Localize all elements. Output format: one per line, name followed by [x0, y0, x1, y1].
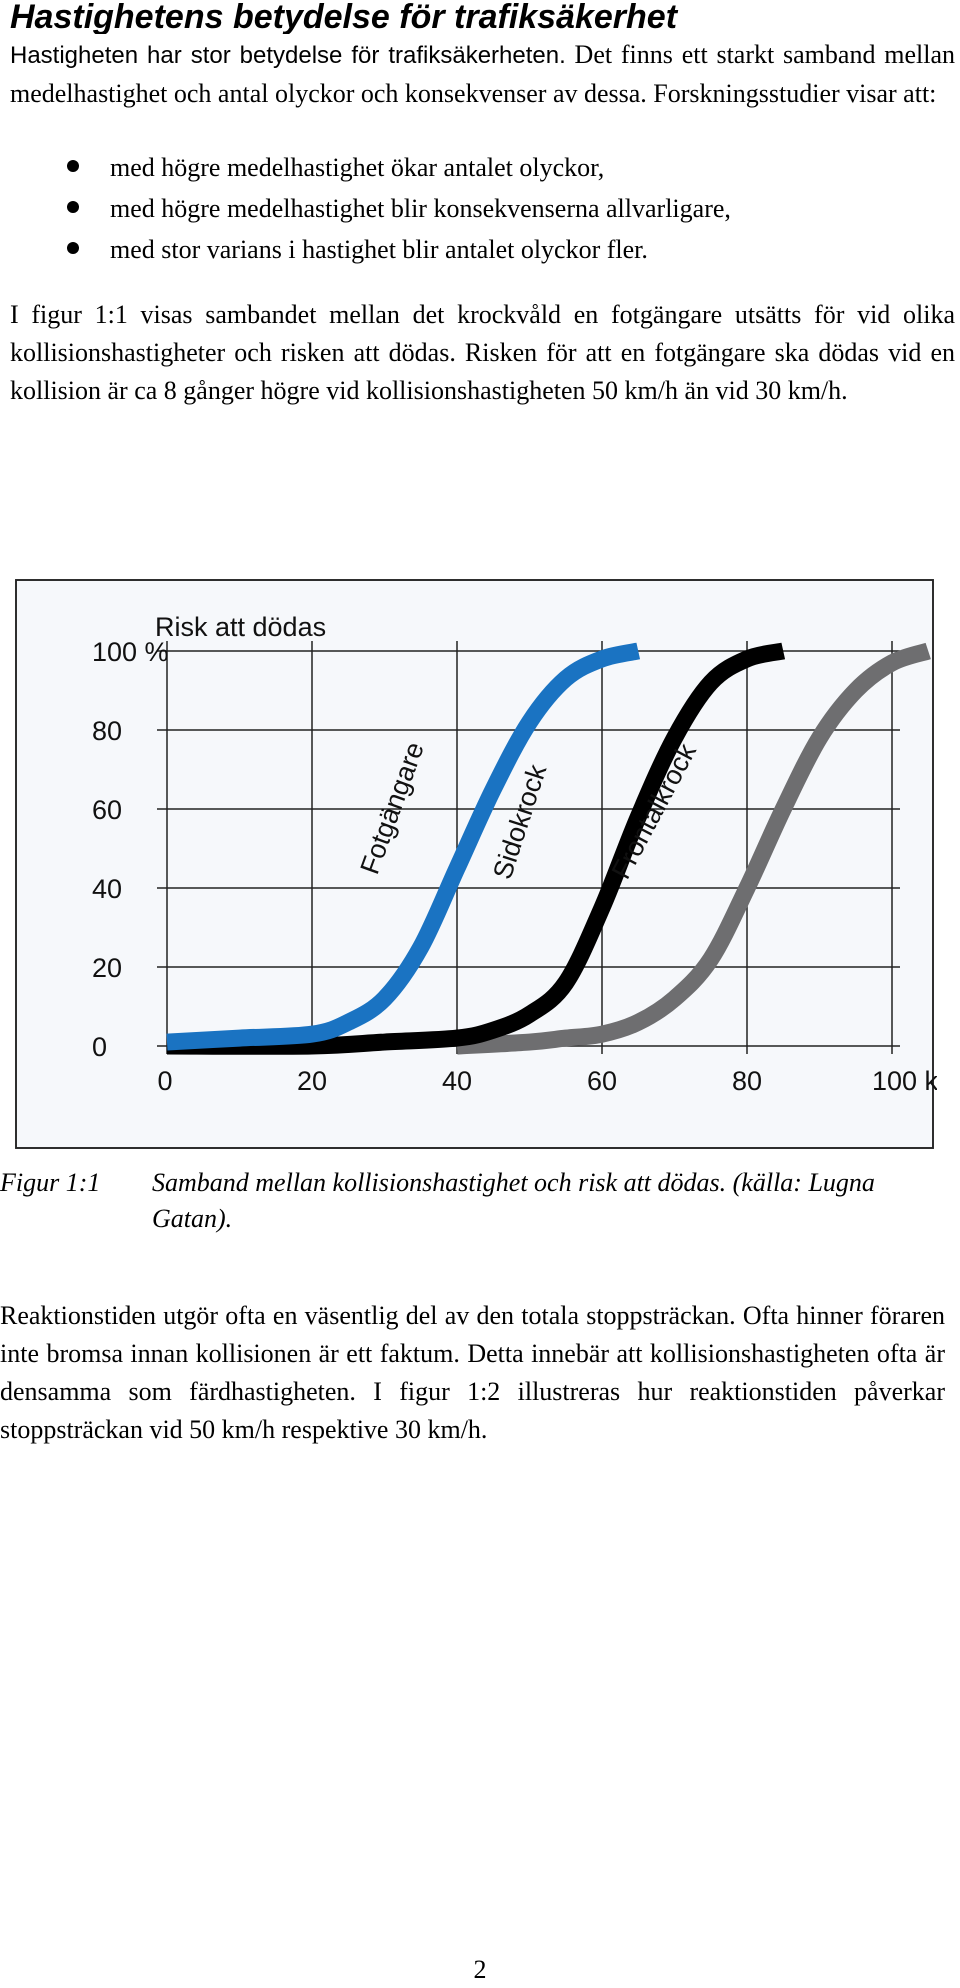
chart-border	[15, 579, 934, 1149]
list-item: med stor varians i hastighet blir antale…	[10, 229, 955, 270]
document-page: Hastighetens betydelse för trafiksäkerhe…	[10, 0, 955, 410]
bullet-icon	[67, 160, 79, 172]
x-tick-label: 80	[732, 1066, 762, 1096]
list-item: med högre medelhastighet ökar antalet ol…	[10, 147, 955, 188]
x-tick-label: 100 km/t	[872, 1066, 937, 1096]
list-item-text: med högre medelhastighet ökar antalet ol…	[110, 153, 605, 182]
bullet-icon	[67, 242, 79, 254]
list-item-text: med stor varians i hastighet blir antale…	[110, 235, 648, 264]
series-line-frontalkrock	[456, 642, 931, 1055]
y-tick-label: 100 %	[92, 637, 169, 667]
x-tick-label: 60	[587, 1066, 617, 1096]
y-tick-label: 20	[92, 953, 122, 983]
bullet-icon	[67, 201, 79, 213]
y-tick-label: 60	[92, 795, 122, 825]
findings-list: med högre medelhastighet ökar antalet ol…	[10, 147, 955, 270]
series-line-fotgngare	[166, 642, 641, 1051]
paragraph-figure-reference: I figur 1:1 visas sambandet mellan det k…	[10, 300, 955, 405]
risk-chart-figure: 0 0 20 20 40 40 60 60 80 80 100 km/t 100 % Risk att…	[12, 576, 960, 1152]
list-item: med högre medelhastighet blir konsekvens…	[10, 188, 955, 229]
series-line-sidokrock	[166, 642, 786, 1055]
chart-series-group	[166, 642, 931, 1055]
caption-text: Samband mellan kollisionshastighet och r…	[152, 1168, 875, 1233]
x-tick-label: 0	[157, 1066, 172, 1096]
y-tick-label: 0	[92, 1032, 107, 1062]
caption-label: Figur 1:1	[0, 1168, 101, 1197]
list-item-text: med högre medelhastighet blir konsekvens…	[110, 194, 731, 223]
page-title: Hastighetens betydelse för trafiksäkerhe…	[10, 0, 678, 34]
figure-caption: Figur 1:1 Samband mellan kollisionshasti…	[0, 1165, 945, 1237]
y-axis-label: Risk att dödas	[155, 612, 326, 642]
x-tick-label: 20	[297, 1066, 327, 1096]
y-tick-label: 80	[92, 716, 122, 746]
x-tick-label: 40	[442, 1066, 472, 1096]
paragraph-reaction-time: Reaktionstiden utgör ofta en väsentlig d…	[0, 1301, 945, 1444]
intro-rest: Det finns ett starkt samband mellan mede…	[10, 40, 955, 108]
intro-paragraph: Hastigheten har stor betydelse för trafi…	[10, 36, 955, 113]
page-number: 2	[473, 1955, 487, 1984]
y-tick-label: 40	[92, 874, 122, 904]
intro-lead-sentence: Hastigheten har stor betydelse för trafi…	[10, 42, 566, 69]
risk-chart: 0 0 20 20 40 40 60 60 80 80 100 km/t 100 % Risk att…	[15, 579, 960, 1149]
